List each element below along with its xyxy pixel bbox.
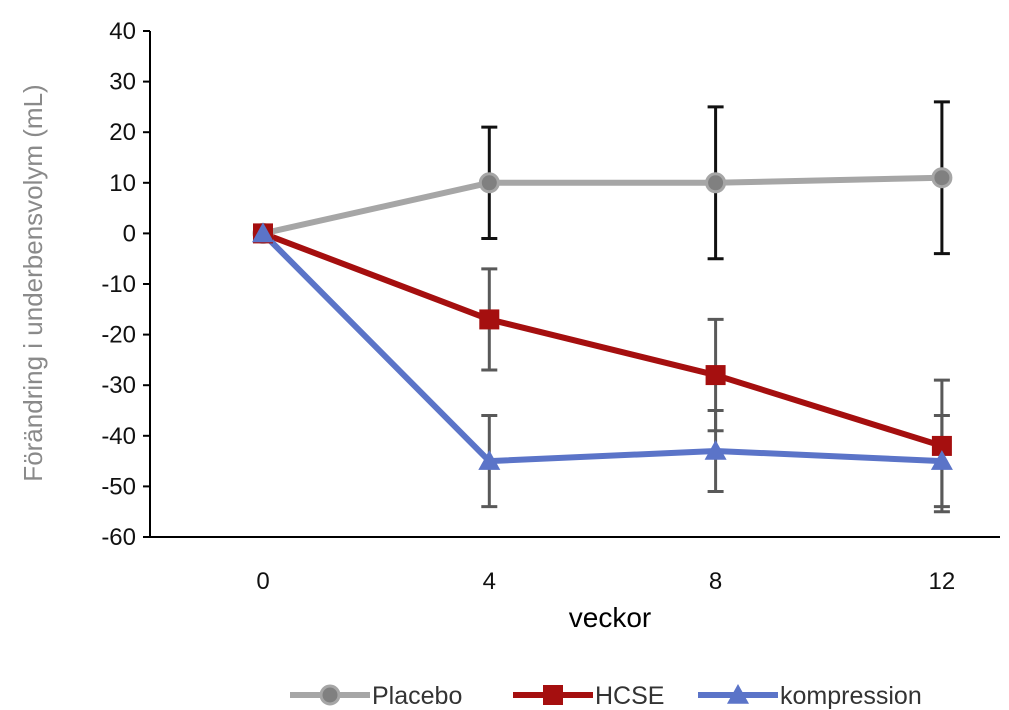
y-tick-label: 30 — [109, 69, 136, 96]
x-tick-label: 12 — [929, 568, 956, 595]
y-tick-label: -10 — [101, 271, 136, 298]
legend-marker-hcse — [543, 685, 563, 705]
data-point-kompression — [478, 450, 501, 470]
y-axis-title: Förändring i underbensvolym (mL) — [18, 84, 48, 481]
legend-marker-placebo — [319, 684, 341, 706]
y-tick-label: -40 — [101, 423, 136, 450]
data-point-placebo — [705, 172, 727, 194]
x-axis-title: veckor — [569, 602, 651, 633]
axes — [143, 30, 1000, 538]
series-lines — [260, 174, 943, 465]
y-tick-label: 40 — [109, 18, 136, 45]
series-line-kompression — [260, 231, 943, 465]
y-tick-label: -50 — [101, 473, 136, 500]
y-tick-label: -30 — [101, 372, 136, 399]
tick-labels: 40 30 20 10 0 -10 -20 -30 -40 -50 -60 0 4 8 12 — [101, 18, 955, 595]
x-tick-label: 4 — [483, 568, 496, 595]
legend-item-placebo: Placebo — [290, 682, 462, 710]
y-tick-label: 0 — [123, 220, 136, 247]
y-tick-label: 10 — [109, 170, 136, 197]
series-line-hcse — [261, 230, 943, 449]
y-tick-label: -60 — [101, 524, 136, 551]
x-tick-label: 8 — [709, 568, 722, 595]
y-tick-label: 20 — [109, 119, 136, 146]
legend-label: kompression — [780, 682, 922, 710]
legend: Placebo HCSE kompression — [290, 682, 922, 710]
series-line-placebo — [262, 174, 942, 237]
data-point-kompression — [930, 450, 953, 470]
x-tick-label: 0 — [256, 568, 269, 595]
legend-item-hcse: HCSE — [513, 682, 664, 710]
data-point-kompression — [252, 222, 274, 243]
data-point-hcse — [931, 435, 952, 456]
data-point-kompression — [704, 439, 727, 460]
series-markers — [252, 167, 953, 470]
legend-label: HCSE — [595, 682, 664, 710]
data-point-hcse — [479, 309, 500, 330]
data-point-hcse — [705, 365, 726, 386]
y-tick-label: -20 — [101, 322, 136, 349]
legend-label: Placebo — [372, 682, 462, 710]
data-point-placebo — [931, 167, 953, 189]
legend-item-kompression: kompression — [698, 682, 922, 710]
data-point-placebo — [478, 172, 500, 194]
legend-marker-kompression — [727, 684, 749, 704]
